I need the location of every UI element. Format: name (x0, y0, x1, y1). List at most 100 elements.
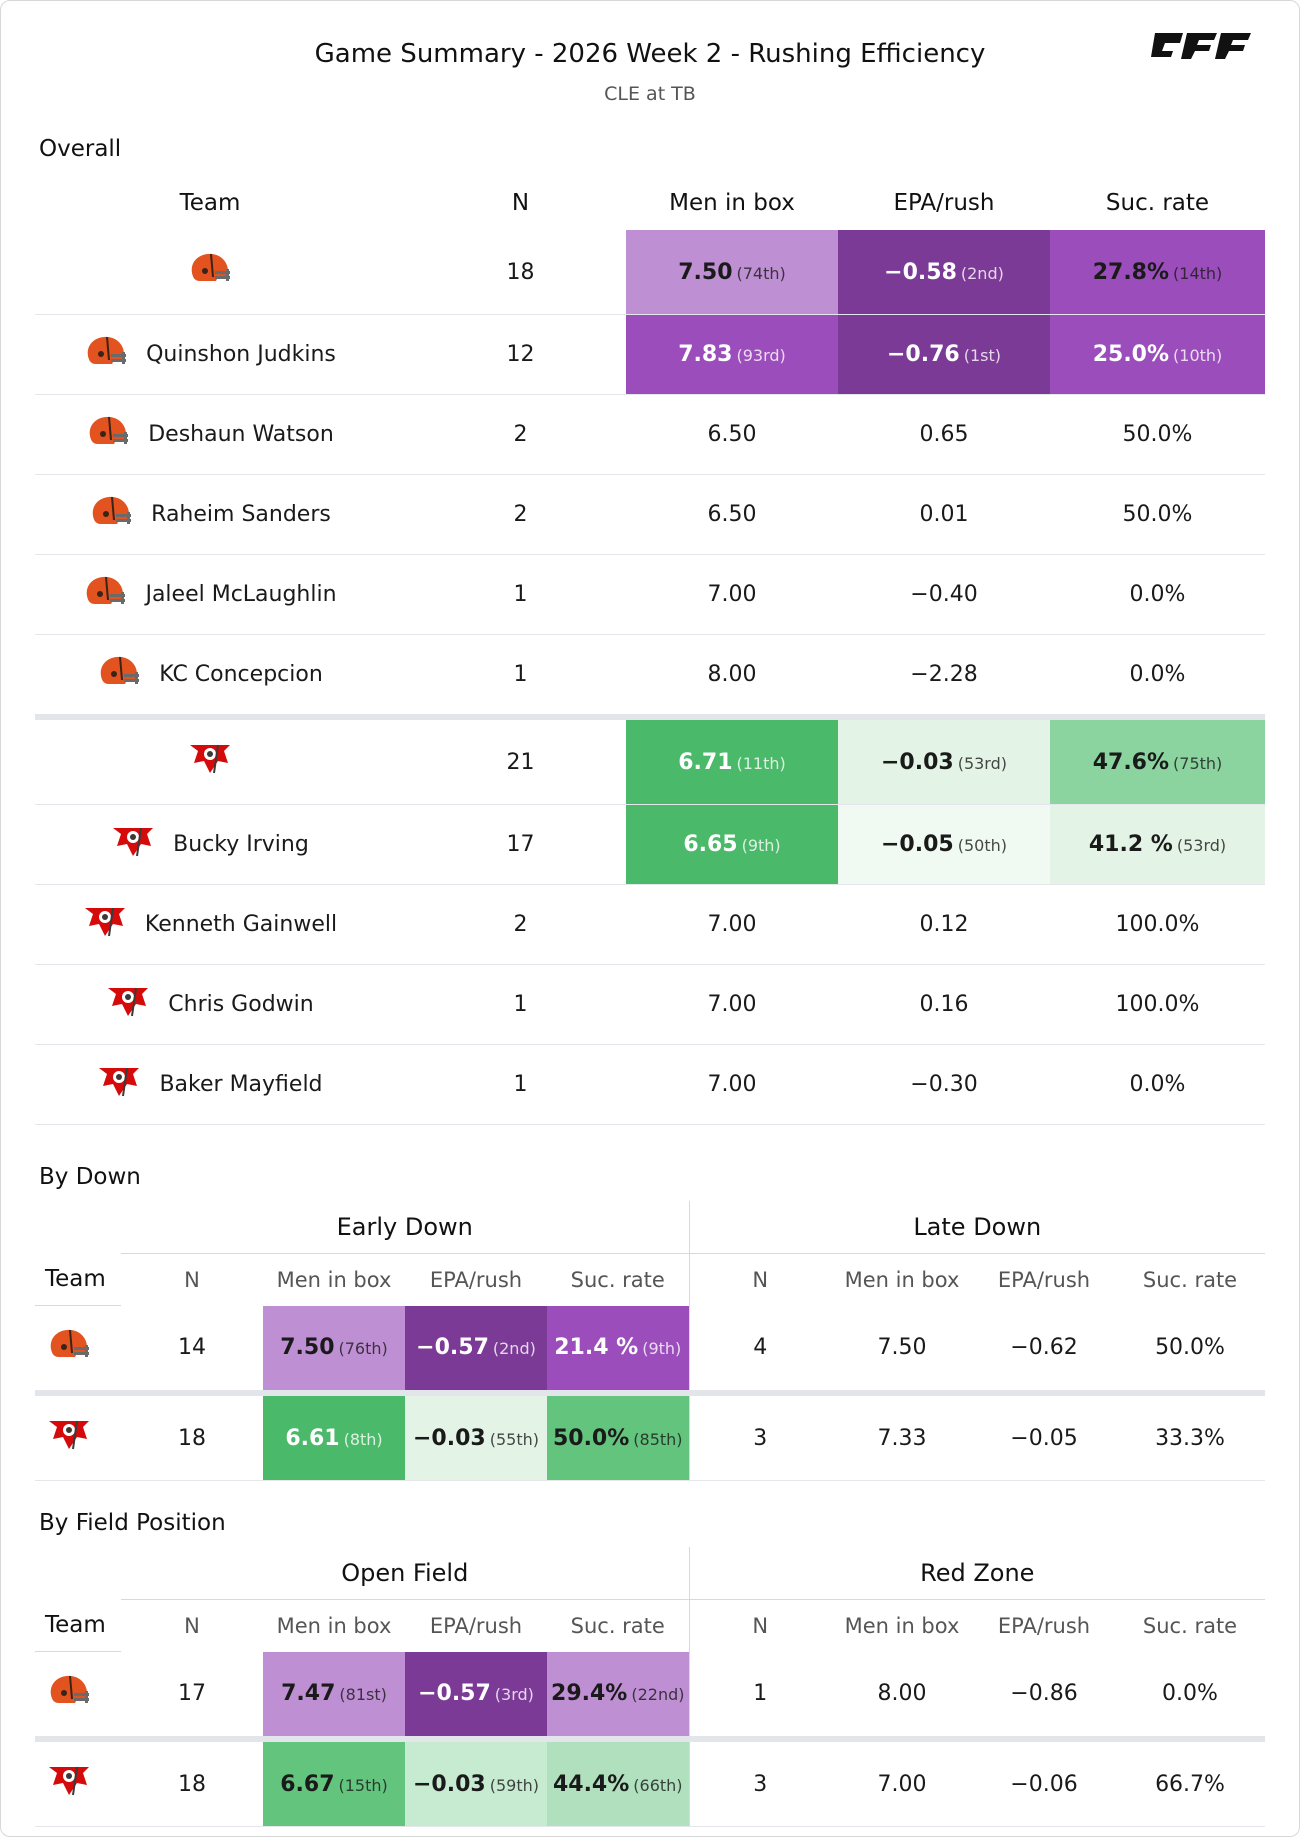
metric-value: −0.05 (881, 832, 954, 857)
men-in-box-value: 6.50 (626, 394, 838, 475)
metric-value: −0.76 (887, 342, 960, 367)
buccaneers-flag-icon (111, 824, 155, 866)
col-late-n: N (688, 1253, 831, 1306)
player-name: KC Concepcion (159, 662, 323, 687)
table-row: 14 7.50 (76th) −0.57 (2nd) 21.4 % (9th) 4 7.50 −0… (35, 1305, 1266, 1396)
metric-value: 29.4% (551, 1681, 628, 1707)
late-epa-value: −0.86 (973, 1651, 1115, 1742)
metric-value: 41.2 % (1088, 832, 1173, 857)
section-title-by-down: By Down (39, 1164, 141, 1190)
col-epa-rush: EPA/rush (429, 1267, 523, 1292)
player-name: Bucky Irving (173, 832, 309, 857)
rank-label: (53rd) (1176, 836, 1227, 855)
table-row: Chris Godwin 1 7.00 0.16 100.0% (35, 964, 1265, 1045)
metric-value: −0.03 (413, 1425, 486, 1451)
buccaneers-flag-icon (83, 904, 127, 946)
player-cell: Bucky Irving (35, 824, 415, 866)
men-in-box-value: 7.00 (626, 964, 838, 1045)
browns-helmet-icon (188, 251, 232, 293)
late-suc-rate-value: 66.7% (1115, 1739, 1266, 1827)
table-row: Jaleel McLaughlin 1 7.00 −0.40 0.0% (35, 554, 1265, 635)
rank-label: (14th) (1173, 263, 1223, 283)
col-suc-rate: Suc. rate (570, 1267, 665, 1292)
col-rz-epa-rush: EPA/rush (997, 1613, 1091, 1638)
col-men-in-box: Men in box (276, 1613, 392, 1638)
epa-value: −0.30 (838, 1044, 1050, 1125)
browns-helmet-icon (47, 1673, 91, 1715)
buccaneers-flag-icon (47, 1417, 91, 1459)
browns-helmet-icon (84, 334, 128, 376)
rank-label: (1st) (963, 346, 1001, 365)
rank-label: (22nd) (631, 1685, 685, 1705)
buccaneers-flag-icon (106, 984, 150, 1026)
col-suc-rate: Suc. rate (570, 1613, 665, 1638)
player-name: Kenneth Gainwell (144, 912, 338, 937)
late-epa-value: −0.05 (973, 1393, 1115, 1481)
player-name: Baker Mayfield (159, 1072, 323, 1097)
metric-value: −0.57 (418, 1681, 491, 1707)
team-cell (35, 741, 415, 783)
table-row: Deshaun Watson 2 6.50 0.65 50.0% (35, 394, 1265, 475)
player-cell: Baker Mayfield (35, 1064, 415, 1106)
late-n-value: 3 (688, 1739, 831, 1827)
metric-value: 6.71 (678, 749, 733, 775)
buccaneers-flag-icon (97, 1064, 141, 1106)
pff-logo-icon (1151, 33, 1251, 59)
rank-label: (8th) (343, 1429, 383, 1449)
metric-value: −0.03 (880, 749, 954, 775)
table-row: 18 6.67 (15th) −0.03 (59th) 44.4% (66th) 3 7.00−… (35, 1739, 1266, 1827)
col-n: N (184, 1613, 200, 1638)
table-row: Raheim Sanders 2 6.50 0.01 50.0% (35, 474, 1265, 555)
browns-helmet-icon (86, 414, 130, 456)
table-row: Bucky Irving 17 6.65 (9th) −0.05 (50th) 41.2 %… (35, 804, 1265, 885)
n-value: 18 (121, 1393, 263, 1481)
player-cell: Kenneth Gainwell (35, 904, 415, 946)
metric-value: −0.58 (884, 259, 957, 285)
epa-value: 0.12 (838, 884, 1050, 965)
rank-label: (2nd) (960, 263, 1004, 283)
col-men-in-box: Men in box (669, 190, 795, 216)
late-suc-rate-value: 0.0% (1115, 1651, 1266, 1742)
epa-value: 0.65 (838, 394, 1050, 475)
col-late-epa-rush: EPA/rush (997, 1267, 1091, 1292)
player-name: Deshaun Watson (148, 422, 334, 447)
col-late-men-in-box: Men in box (844, 1267, 960, 1292)
table-row: Kenneth Gainwell 2 7.00 0.12 100.0% (35, 884, 1265, 965)
n-value: 12 (415, 314, 626, 395)
col-rz-n: N (688, 1599, 831, 1652)
n-value: 2 (415, 394, 626, 475)
n-value: 1 (415, 964, 626, 1045)
men-in-box-value: 7.00 (626, 554, 838, 635)
col-epa-rush: EPA/rush (429, 1613, 523, 1638)
rank-label: (11th) (736, 753, 786, 773)
player-cell: Quinshon Judkins (35, 334, 415, 376)
late-men-in-box-value: 8.00 (831, 1651, 973, 1742)
rank-label: (53rd) (957, 753, 1007, 773)
col-late-suc-rate: Suc. rate (1142, 1267, 1238, 1292)
table-row: Quinshon Judkins 12 7.83 (93rd) −0.76 (1st) 25… (35, 314, 1265, 395)
late-suc-rate-value: 50.0% (1115, 1305, 1266, 1396)
table-row: 17 7.47 (81st) −0.57 (3rd) 29.4% (22nd) 1 8.00 −0… (35, 1651, 1266, 1742)
n-value: 18 (415, 230, 626, 315)
col-epa-rush: EPA/rush (893, 190, 995, 216)
men-in-box-value: 6.50 (626, 474, 838, 555)
late-n-value: 1 (688, 1651, 831, 1742)
col-men-in-box: Men in box (276, 1267, 392, 1292)
browns-helmet-icon (89, 494, 133, 536)
table-row: KC Concepcion 1 8.00 −2.28 0.0% (35, 634, 1265, 720)
rank-label: (50th) (957, 836, 1007, 855)
suc-rate-value: 0.0% (1050, 634, 1265, 720)
suc-rate-value: 0.0% (1050, 554, 1265, 635)
section-title-overall: Overall (39, 136, 122, 162)
group-red-zone: Red Zone (688, 1547, 1266, 1600)
metric-value: 27.8% (1092, 259, 1170, 285)
metric-value: 50.0% (552, 1425, 630, 1451)
group-early-down: Early Down (121, 1201, 689, 1254)
men-in-box-value: 8.00 (626, 634, 838, 720)
rank-label: (59th) (489, 1775, 539, 1795)
rank-label: (93rd) (736, 346, 786, 365)
n-value: 2 (415, 474, 626, 555)
epa-value: 0.01 (838, 474, 1050, 555)
group-late-down: Late Down (688, 1201, 1266, 1254)
metric-value: 25.0% (1092, 342, 1170, 367)
